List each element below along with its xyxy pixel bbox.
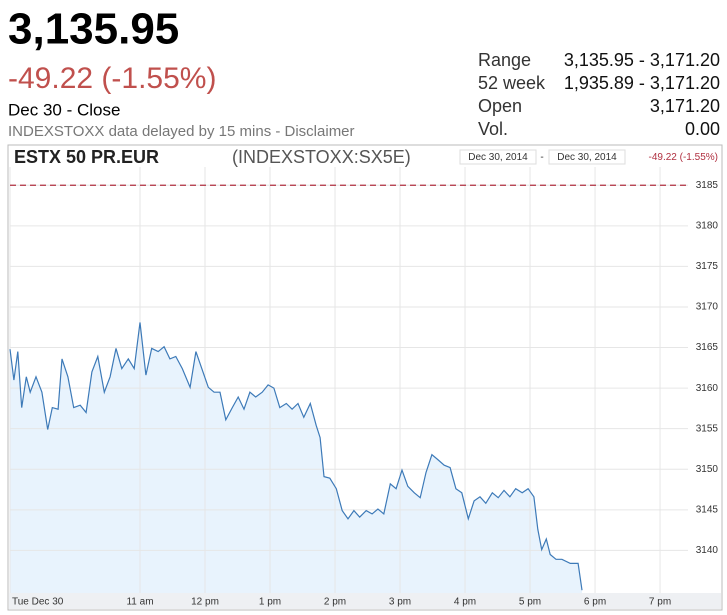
y-tick-label: 3175 — [696, 261, 719, 272]
y-tick-label: 3185 — [696, 180, 719, 191]
stat-value: 0.00 — [685, 119, 720, 139]
x-tick-label: 3 pm — [389, 597, 411, 608]
area — [10, 322, 582, 593]
date-box — [548, 149, 626, 165]
x-tick-label: 6 pm — [584, 597, 606, 608]
stat-label: 52 week — [478, 73, 546, 93]
y-tick-label: 3155 — [696, 423, 719, 434]
chart-title: ESTX 50 PR.EUR — [14, 147, 159, 167]
date-box — [459, 149, 537, 165]
date-to: Dec 30, 2014 — [557, 152, 617, 163]
price: 3,135.95 — [8, 5, 179, 54]
stat-value: 3,171.20 — [650, 96, 720, 116]
x-tick-label: 12 pm — [191, 597, 219, 608]
status: Dec 30 - Close — [8, 100, 120, 119]
x-tick-label: 1 pm — [259, 597, 281, 608]
date-sep: - — [540, 152, 543, 163]
stat-value: 3,135.95 - 3,171.20 — [564, 50, 720, 70]
y-tick-label: 3150 — [696, 464, 719, 475]
x-tick-label: Tue Dec 30 — [12, 597, 64, 608]
plot: Tue Dec 30 11 am 12 pm 1 pm 2 pm 3 pm 4 pm 5 pm… — [9, 167, 719, 608]
date-from: Dec 30, 2014 — [468, 152, 528, 163]
stat-label: Vol. — [478, 119, 508, 139]
stat-label: Open — [478, 96, 522, 116]
y-tick-label: 3165 — [696, 342, 719, 353]
x-tick-label: 4 pm — [454, 597, 476, 608]
change: -49.22 (-1.55%) — [8, 62, 216, 95]
y-tick-label: 3140 — [696, 545, 719, 556]
x-axis-band — [9, 593, 721, 609]
x-tick-label: 11 am — [126, 597, 153, 608]
y-tick-label: 3145 — [696, 504, 719, 515]
stats: Range 3,135.95 - 3,171.20 52 week 1,935.89 … — [478, 50, 720, 139]
y-tick-label: 3160 — [696, 383, 719, 394]
x-tick-label: 2 pm — [324, 597, 346, 608]
period-change: -49.22 (-1.55%) — [649, 152, 718, 163]
y-tick-label: 3170 — [696, 302, 719, 313]
x-tick-label: 5 pm — [519, 597, 541, 608]
stat-value: 1,935.89 - 3,171.20 — [564, 73, 720, 93]
stat-label: Range — [478, 50, 531, 70]
chart-subtitle: (INDEXSTOXX:SX5E) — [232, 147, 411, 167]
disclaimer: INDEXSTOXX data delayed by 15 mins - Dis… — [8, 123, 355, 140]
x-tick-label: 7 pm — [649, 597, 671, 608]
line — [9, 322, 583, 591]
y-tick-label: 3180 — [696, 220, 719, 231]
